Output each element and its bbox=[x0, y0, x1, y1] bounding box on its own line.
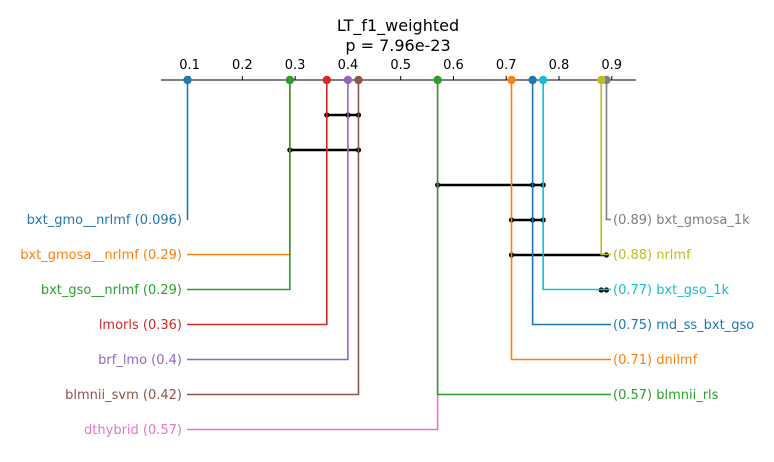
rank-marker bbox=[343, 75, 353, 85]
method-label: (0.77) bxt_gso_1k bbox=[613, 283, 730, 298]
tick-label: 0.9 bbox=[601, 58, 622, 73]
rank-marker bbox=[183, 75, 192, 85]
clique-bar bbox=[508, 217, 546, 223]
method-line bbox=[187, 80, 291, 291]
method-bxt_gmosa_1k: (0.89) bxt_gmosa_1k bbox=[602, 75, 750, 228]
tick-label: 0.1 bbox=[179, 58, 200, 73]
method-label: bxt_gso__nrlmf (0.29) bbox=[41, 283, 182, 298]
method-label: (0.57) blmnii_rls bbox=[613, 388, 719, 403]
rank-marker bbox=[433, 75, 442, 85]
clique-bars bbox=[287, 112, 610, 293]
method-blmnii_rls: (0.57) blmnii_rls bbox=[433, 75, 719, 403]
method-line bbox=[436, 80, 611, 396]
method-lines: bxt_gmo__nrlmf (0.096) bxt_gmosa__nrlmf (… bbox=[20, 75, 754, 438]
rank-marker bbox=[285, 75, 295, 85]
tick-label: 0.2 bbox=[232, 58, 253, 73]
method-label: brf_lmo (0.4) bbox=[98, 353, 182, 368]
method-line bbox=[187, 80, 291, 256]
method-nrlmf: (0.88) nrlmf bbox=[597, 75, 691, 263]
method-line bbox=[605, 80, 611, 221]
method-bxt_gmo__nrlmf: bxt_gmo__nrlmf (0.096) bbox=[27, 75, 192, 228]
tick-label: 0.7 bbox=[496, 58, 517, 73]
method-line bbox=[531, 80, 611, 326]
method-bxt_gso_1k: (0.77) bxt_gso_1k bbox=[538, 75, 730, 298]
method-label: bxt_gmo__nrlmf (0.096) bbox=[27, 213, 182, 228]
method-blmnii_svm: blmnii_svm (0.42) bbox=[65, 75, 363, 403]
method-label: (0.88) nrlmf bbox=[613, 248, 691, 263]
rank-marker bbox=[354, 75, 363, 85]
method-line bbox=[187, 80, 328, 326]
method-bxt_gso__nrlmf: bxt_gso__nrlmf (0.29) bbox=[41, 75, 295, 298]
clique-bar bbox=[508, 252, 610, 258]
method-label: (0.89) bxt_gmosa_1k bbox=[613, 213, 750, 228]
rank-marker bbox=[528, 75, 537, 85]
method-bxt_gmosa__nrlmf: bxt_gmosa__nrlmf (0.29) bbox=[20, 75, 295, 263]
chart-title: LT_f1_weighted bbox=[337, 16, 459, 36]
method-line bbox=[542, 80, 611, 291]
rank-marker bbox=[597, 75, 606, 85]
method-label: (0.75) md_ss_bxt_gso bbox=[613, 318, 754, 333]
rank-axis: 0.1 0.2 0.3 0.4 0.5 0.6 0.7 0.8 0.9 bbox=[161, 58, 636, 81]
tick-label: 0.6 bbox=[443, 58, 464, 73]
method-label: blmnii_svm (0.42) bbox=[65, 388, 182, 403]
clique-bar bbox=[287, 147, 362, 153]
tick-label: 0.8 bbox=[549, 58, 570, 73]
rank-marker bbox=[538, 75, 548, 85]
method-label: (0.71) dnilmf bbox=[613, 353, 698, 368]
clique-bar bbox=[324, 112, 362, 118]
method-label: lmorls (0.36) bbox=[99, 318, 182, 333]
method-md_ss_bxt_gso: (0.75) md_ss_bxt_gso bbox=[528, 75, 754, 333]
method-label: bxt_gmosa__nrlmf (0.29) bbox=[20, 248, 182, 263]
method-line bbox=[600, 80, 611, 256]
method-dnilmf: (0.71) dnilmf bbox=[507, 75, 698, 368]
clique-bar bbox=[435, 182, 546, 188]
method-line bbox=[187, 80, 349, 361]
tick-label: 0.5 bbox=[390, 58, 411, 73]
tick-label: 0.4 bbox=[338, 58, 359, 73]
method-label: dthybrid (0.57) bbox=[84, 423, 182, 438]
method-line bbox=[510, 80, 611, 361]
method-line bbox=[187, 80, 360, 396]
rank-marker bbox=[322, 75, 332, 85]
rank-marker bbox=[507, 75, 516, 85]
chart-subtitle: p = 7.96e-23 bbox=[345, 36, 450, 55]
tick-label: 0.3 bbox=[285, 58, 306, 73]
method-brf_lmo: brf_lmo (0.4) bbox=[98, 75, 353, 368]
method-lmorls: lmorls (0.36) bbox=[99, 75, 332, 333]
